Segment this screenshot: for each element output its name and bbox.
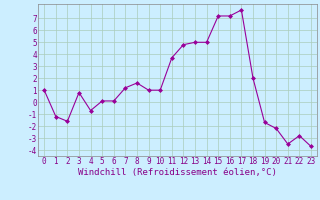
X-axis label: Windchill (Refroidissement éolien,°C): Windchill (Refroidissement éolien,°C) <box>78 168 277 177</box>
